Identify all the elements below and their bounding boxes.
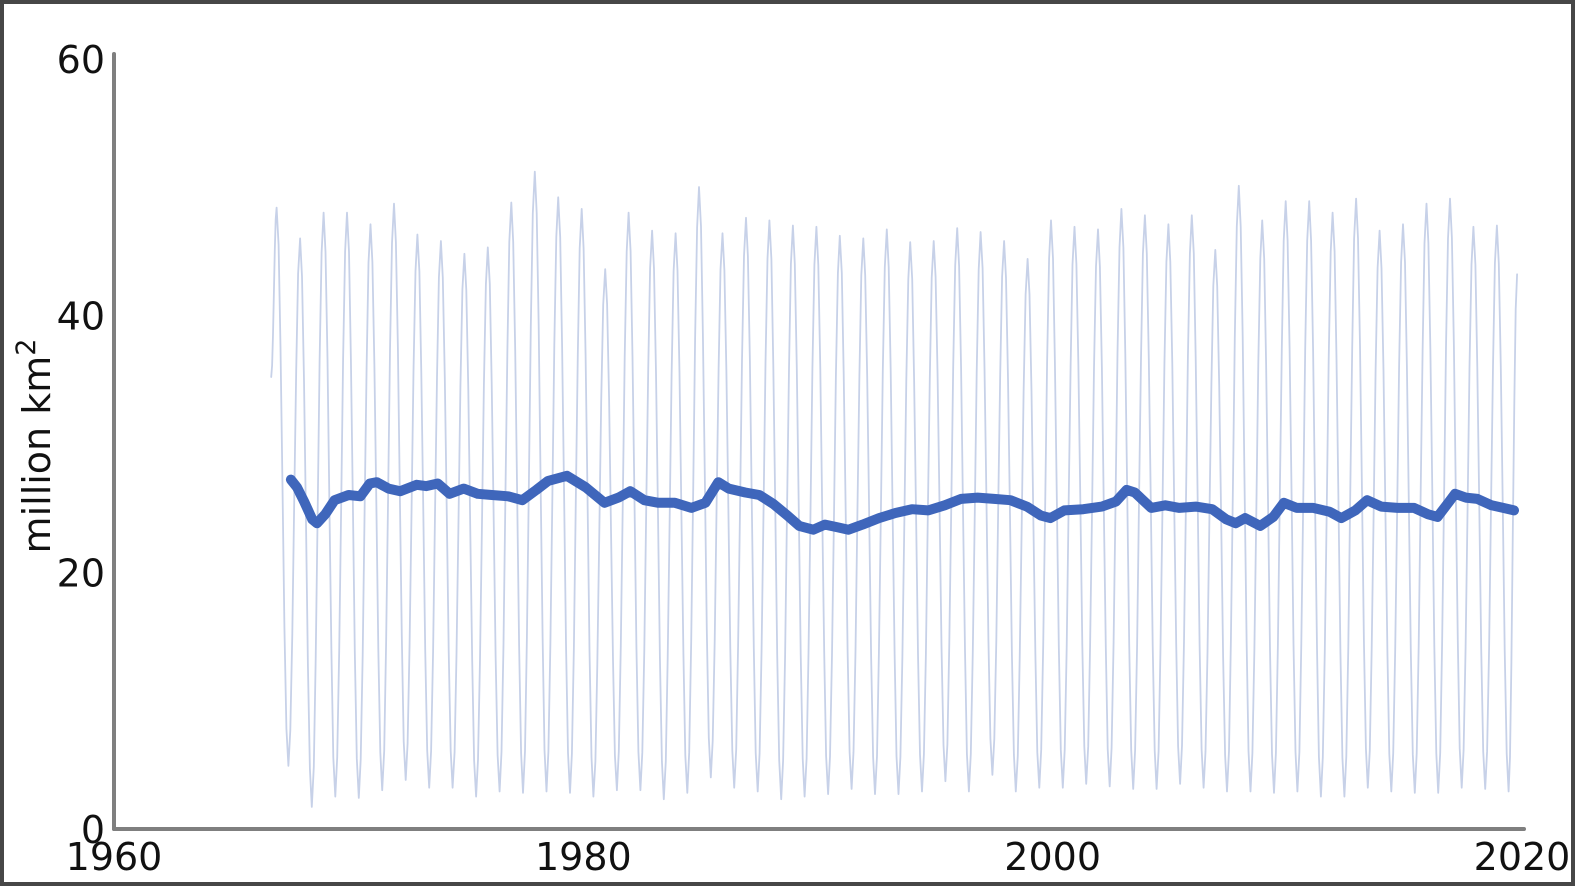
- y-tick-label: 20: [57, 551, 105, 595]
- x-tick-label: 2000: [1004, 835, 1101, 879]
- y-tick-label: 40: [57, 295, 105, 339]
- snow-extent-chart: 0 20 40 60 1960 1980 2000 2020 million km2: [11, 38, 1571, 879]
- y-axis-title: million km2: [11, 339, 59, 554]
- y-tick-label: 60: [57, 38, 105, 82]
- y-tick-label: 0: [81, 808, 105, 852]
- running-mean-line: [285, 470, 1519, 535]
- x-tick-label: 1980: [535, 835, 632, 879]
- x-tick-label: 2020: [1474, 835, 1571, 879]
- x-tick-label: 1960: [66, 835, 163, 879]
